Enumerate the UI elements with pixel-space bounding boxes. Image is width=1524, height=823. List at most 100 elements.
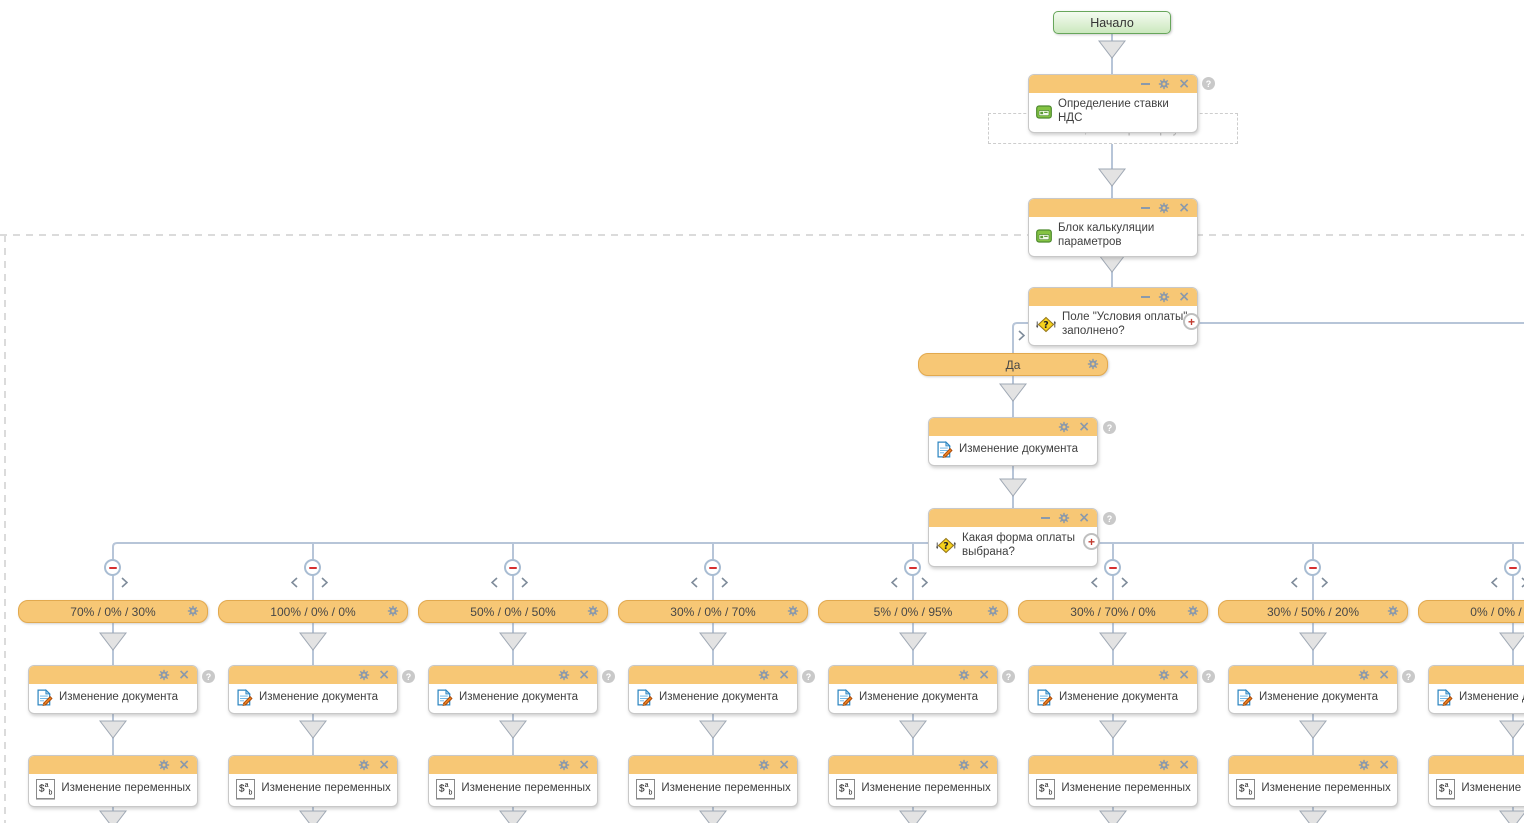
help-icon[interactable]: ? xyxy=(1103,421,1116,434)
close-icon[interactable]: × xyxy=(378,667,390,683)
help-icon[interactable]: ? xyxy=(1402,670,1415,683)
help-icon[interactable]: ? xyxy=(1202,77,1215,90)
minimize-icon[interactable] xyxy=(1141,207,1151,209)
move-branch-right-icon[interactable] xyxy=(1519,576,1524,589)
move-branch-left-icon[interactable] xyxy=(489,576,500,589)
branch-label[interactable]: 0% / 0% / 100% xyxy=(1418,600,1524,623)
close-icon[interactable]: × xyxy=(1078,510,1090,526)
move-branch-left-icon[interactable] xyxy=(1089,576,1100,589)
doc-change-block[interactable]: × Изменение документа xyxy=(828,665,998,714)
payment-terms-decision-block[interactable]: × Поле "Условия оплаты" заполнено? + xyxy=(1028,287,1200,346)
branch-label[interactable]: 50% / 0% / 50% xyxy=(418,600,608,623)
gear-icon[interactable] xyxy=(187,605,199,617)
start-node[interactable]: Начало xyxy=(1053,11,1171,34)
close-icon[interactable]: × xyxy=(178,757,190,773)
remove-branch-icon[interactable] xyxy=(304,559,321,576)
vars-change-block[interactable]: × $ab Изменение переменных xyxy=(1428,755,1524,808)
gear-icon[interactable] xyxy=(1158,291,1171,303)
close-icon[interactable]: × xyxy=(578,757,590,773)
branch-label[interactable]: 30% / 70% / 0% xyxy=(1018,600,1208,623)
move-branch-right-icon[interactable] xyxy=(1119,576,1130,589)
gear-icon[interactable] xyxy=(787,605,799,617)
doc-change-block[interactable]: × Изменение документа xyxy=(428,665,598,714)
close-icon[interactable]: × xyxy=(378,757,390,773)
gear-icon[interactable] xyxy=(758,669,771,681)
branch-label[interactable]: 70% / 0% / 30% xyxy=(18,600,208,623)
gear-icon[interactable] xyxy=(558,669,571,681)
remove-branch-icon[interactable] xyxy=(104,559,121,576)
doc-change-block[interactable]: × Изменение документа xyxy=(628,665,798,714)
move-branch-left-icon[interactable] xyxy=(1289,576,1300,589)
gear-icon[interactable] xyxy=(958,669,971,681)
gear-icon[interactable] xyxy=(958,759,971,771)
branch-label[interactable]: 30% / 0% / 70% xyxy=(618,600,808,623)
gear-icon[interactable] xyxy=(1358,669,1371,681)
remove-branch-icon[interactable] xyxy=(1304,559,1321,576)
add-branch-icon[interactable]: + xyxy=(1183,313,1200,330)
gear-icon[interactable] xyxy=(1087,358,1099,370)
close-icon[interactable]: × xyxy=(1178,289,1190,305)
close-icon[interactable]: × xyxy=(1178,200,1190,216)
close-icon[interactable]: × xyxy=(1178,76,1190,92)
calc-step-block[interactable]: × Блок калькуляции параметров xyxy=(1028,198,1198,257)
move-branch-right-icon[interactable] xyxy=(519,576,530,589)
add-branch-icon[interactable]: + xyxy=(1083,533,1100,550)
help-icon[interactable]: ? xyxy=(402,670,415,683)
gear-icon[interactable] xyxy=(1158,669,1171,681)
remove-branch-icon[interactable] xyxy=(1504,559,1521,576)
move-branch-left-icon[interactable] xyxy=(889,576,900,589)
move-branch-left-icon[interactable] xyxy=(1489,576,1500,589)
move-branch-right-icon[interactable] xyxy=(119,576,130,589)
payment-form-decision-block[interactable]: × Какая форма оплаты выбрана? + xyxy=(928,508,1100,567)
help-icon[interactable]: ? xyxy=(1202,670,1215,683)
minimize-icon[interactable] xyxy=(1141,296,1151,298)
doc-change-block[interactable]: × Изменение документа xyxy=(1028,665,1198,714)
vars-change-block[interactable]: × $ab Изменение переменных xyxy=(228,755,398,808)
vars-change-block[interactable]: × $ab Изменение переменных xyxy=(628,755,798,808)
gear-icon[interactable] xyxy=(558,759,571,771)
branch-label[interactable]: 30% / 50% / 20% xyxy=(1218,600,1408,623)
gear-icon[interactable] xyxy=(587,605,599,617)
close-icon[interactable]: × xyxy=(978,757,990,773)
close-icon[interactable]: × xyxy=(178,667,190,683)
close-icon[interactable]: × xyxy=(578,667,590,683)
doc-change-block[interactable]: × Изменение документа xyxy=(228,665,398,714)
help-icon[interactable]: ? xyxy=(802,670,815,683)
minimize-icon[interactable] xyxy=(1141,83,1151,85)
vars-change-block[interactable]: × $ab Изменение переменных xyxy=(828,755,998,808)
gear-icon[interactable] xyxy=(1158,759,1171,771)
gear-icon[interactable] xyxy=(1158,78,1171,90)
move-branch-right-icon[interactable] xyxy=(719,576,730,589)
vars-change-block[interactable]: × $ab Изменение переменных xyxy=(428,755,598,808)
vat-step-block[interactable]: × Определение ставки НДС xyxy=(1028,74,1198,133)
help-icon[interactable]: ? xyxy=(602,670,615,683)
close-icon[interactable]: × xyxy=(1378,667,1390,683)
doc-change-block[interactable]: × Изменение документа xyxy=(1428,665,1524,714)
close-icon[interactable]: × xyxy=(1178,757,1190,773)
move-branch-right-icon[interactable] xyxy=(1016,329,1027,342)
move-branch-left-icon[interactable] xyxy=(289,576,300,589)
close-icon[interactable]: × xyxy=(1078,419,1090,435)
remove-branch-icon[interactable] xyxy=(504,559,521,576)
vars-change-block[interactable]: × $ab Изменение переменных xyxy=(28,755,198,808)
close-icon[interactable]: × xyxy=(1178,667,1190,683)
minimize-icon[interactable] xyxy=(1041,517,1051,519)
branch-label[interactable]: 5% / 0% / 95% xyxy=(818,600,1008,623)
gear-icon[interactable] xyxy=(1387,605,1399,617)
vars-change-block[interactable]: × $ab Изменение переменных xyxy=(1228,755,1398,808)
gear-icon[interactable] xyxy=(387,605,399,617)
gear-icon[interactable] xyxy=(1158,202,1171,214)
help-icon[interactable]: ? xyxy=(1002,670,1015,683)
remove-branch-icon[interactable] xyxy=(704,559,721,576)
remove-branch-icon[interactable] xyxy=(904,559,921,576)
gear-icon[interactable] xyxy=(358,759,371,771)
gear-icon[interactable] xyxy=(358,669,371,681)
move-branch-left-icon[interactable] xyxy=(689,576,700,589)
gear-icon[interactable] xyxy=(158,759,171,771)
doc-change-block[interactable]: × Изменение документа xyxy=(28,665,198,714)
gear-icon[interactable] xyxy=(987,605,999,617)
gear-icon[interactable] xyxy=(758,759,771,771)
gear-icon[interactable] xyxy=(1058,421,1071,433)
move-branch-right-icon[interactable] xyxy=(1319,576,1330,589)
remove-branch-icon[interactable] xyxy=(1104,559,1121,576)
